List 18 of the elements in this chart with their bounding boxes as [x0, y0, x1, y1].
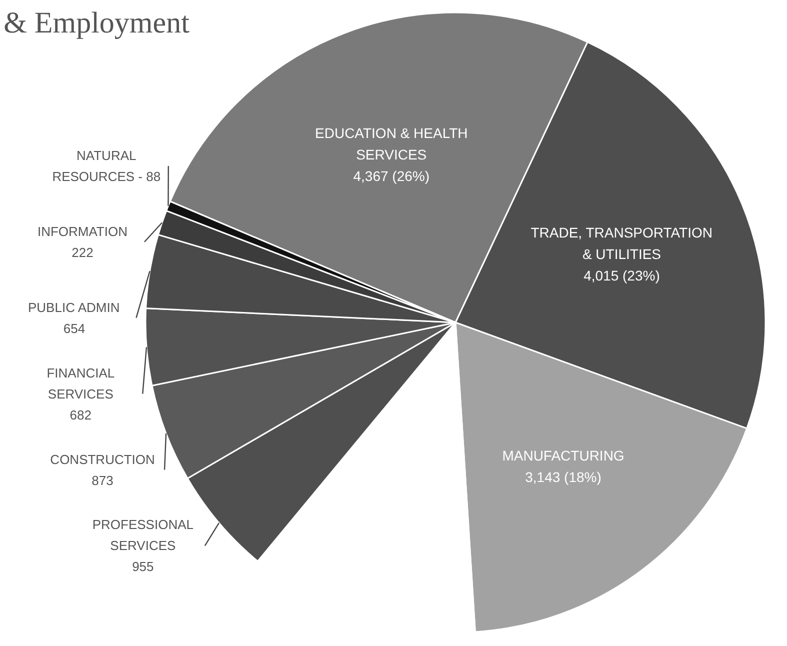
data-label: 955	[132, 559, 154, 574]
slice-label: TRADE, TRANSPORTATION & UTILITIES	[530, 224, 712, 262]
data-label: 654	[63, 320, 86, 336]
slice-label: FINANCIAL SERVICES	[46, 365, 115, 402]
slice-label: MANUFACTURING	[502, 448, 624, 464]
data-label: 4,015 (23%)	[584, 268, 660, 284]
slice-label: PUBLIC ADMIN	[28, 300, 120, 315]
slice-label: EDUCATION & HEALTH SERVICES	[315, 124, 468, 163]
data-label: 3,143 (18%)	[525, 469, 602, 486]
slice-label: CONSTRUCTION	[50, 452, 155, 467]
chart-title: & Employment	[4, 6, 190, 40]
data-label: 222	[72, 244, 94, 260]
slice-label: NATURAL RESOURCES - 88	[52, 148, 161, 184]
data-label: 682	[70, 407, 92, 422]
slice-label: PROFESSIONAL SERVICES	[92, 517, 194, 554]
data-label: 4,367 (26%)	[353, 168, 430, 184]
data-label: 873	[92, 472, 114, 488]
legend-label: INFORMATION	[37, 224, 128, 239]
